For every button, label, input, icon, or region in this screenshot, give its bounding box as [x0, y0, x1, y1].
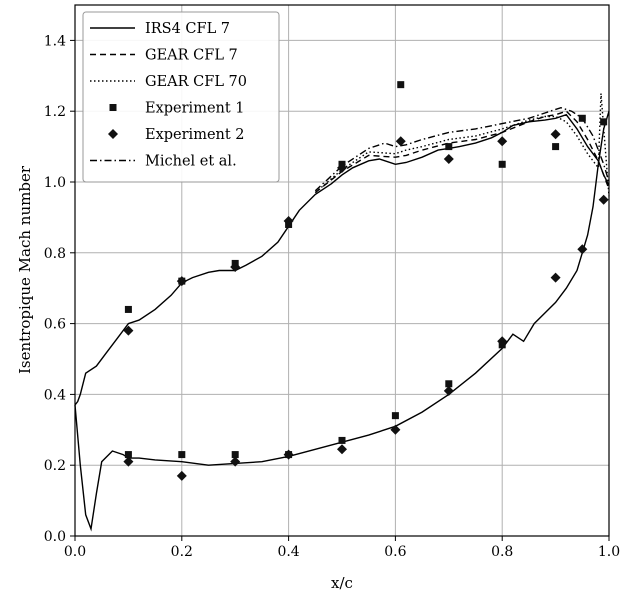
y-tick-label: 0.6 — [44, 317, 66, 333]
point-experiment-1 — [445, 380, 453, 388]
y-tick-labels: 0.0 0.2 0.4 0.6 0.8 1.0 1.2 1.4 — [44, 33, 66, 545]
y-axis-label: Isentropique Mach number — [16, 165, 34, 374]
point-experiment-2 — [337, 444, 347, 455]
point-experiment-2 — [577, 244, 588, 255]
x-tick-labels: 0.0 0.2 0.4 0.6 0.8 1.0 — [64, 544, 620, 560]
y-tick-label: 1.4 — [44, 33, 66, 49]
point-experiment-2 — [598, 194, 609, 205]
series-line-irs4-cfl-7-lower — [74, 110, 610, 532]
point-experiment-2 — [123, 325, 134, 336]
plot-frame — [74, 4, 610, 537]
point-experiment-2 — [443, 385, 454, 396]
y-tick-label: 0.4 — [44, 387, 66, 403]
legend: IRS4 CFL 7 GEAR CFL 7 GEAR CFL 70 Experimen… — [82, 11, 280, 183]
point-experiment-2 — [176, 470, 187, 481]
point-experiment-2 — [176, 276, 187, 287]
point-experiment-2 — [550, 129, 561, 140]
point-experiment-1 — [231, 451, 239, 459]
point-experiment-2 — [230, 261, 241, 272]
y-tick-label: 1.0 — [44, 175, 66, 191]
series-line-gear-cfl-70-upper — [314, 93, 610, 197]
series-line-gear-cfl-7-upper — [314, 110, 610, 194]
point-experiment-2 — [283, 449, 294, 460]
x-tick-label: 0.0 — [64, 544, 86, 560]
legend-label-michel-et-al: Michel et al. — [145, 154, 237, 170]
point-experiment-1 — [178, 451, 186, 459]
point-experiment-2 — [497, 136, 508, 147]
point-experiment-2 — [390, 424, 401, 435]
point-experiment-2 — [395, 136, 406, 147]
series-markers — [123, 81, 609, 481]
point-experiment-1 — [445, 143, 453, 151]
point-experiment-1 — [498, 160, 506, 168]
legend-marker-experiment-1 — [109, 104, 117, 111]
point-experiment-1 — [124, 451, 132, 459]
point-experiment-1 — [578, 114, 586, 122]
y-tick-label: 0.8 — [44, 246, 66, 262]
legend-label-experiment-2: Experiment 2 — [145, 127, 245, 143]
point-experiment-2 — [497, 336, 508, 347]
point-experiment-2 — [123, 456, 134, 467]
point-experiment-2 — [283, 215, 294, 226]
series-line-michel-et-al-upper — [314, 106, 610, 192]
x-tick-label: 0.2 — [171, 544, 193, 560]
legend-label-irs4-cfl-7: IRS4 CFL 7 — [145, 21, 230, 37]
point-experiment-1 — [124, 305, 132, 313]
point-experiment-1 — [552, 143, 560, 151]
y-tick-label: 0.2 — [44, 458, 66, 474]
point-experiment-2 — [230, 456, 241, 467]
legend-label-gear-cfl-7: GEAR CFL 7 — [145, 48, 238, 64]
point-experiment-2 — [337, 162, 347, 173]
y-tick-label: 0.0 — [44, 529, 66, 545]
point-experiment-1 — [338, 436, 346, 444]
legend-label-experiment-1: Experiment 1 — [145, 101, 245, 117]
x-tick-label: 0.6 — [384, 544, 406, 560]
x-axis-label: x/c — [331, 574, 353, 592]
x-tick-label: 0.4 — [277, 544, 299, 560]
x-tick-label: 0.8 — [491, 544, 513, 560]
point-experiment-1 — [397, 81, 405, 89]
legend-marker-experiment-2 — [108, 129, 118, 139]
series-line-irs4-cfl-7-upper — [74, 113, 610, 406]
point-experiment-1 — [600, 118, 608, 126]
legend-label-gear-cfl-70: GEAR CFL 70 — [145, 74, 247, 90]
point-experiment-1 — [391, 412, 399, 420]
point-experiment-2 — [443, 153, 454, 164]
y-tick-label: 1.2 — [44, 104, 66, 120]
series-curves — [74, 93, 610, 532]
point-experiment-2 — [550, 272, 561, 283]
x-tick-label: 1.0 — [598, 544, 620, 560]
tick-marks — [70, 39, 610, 541]
